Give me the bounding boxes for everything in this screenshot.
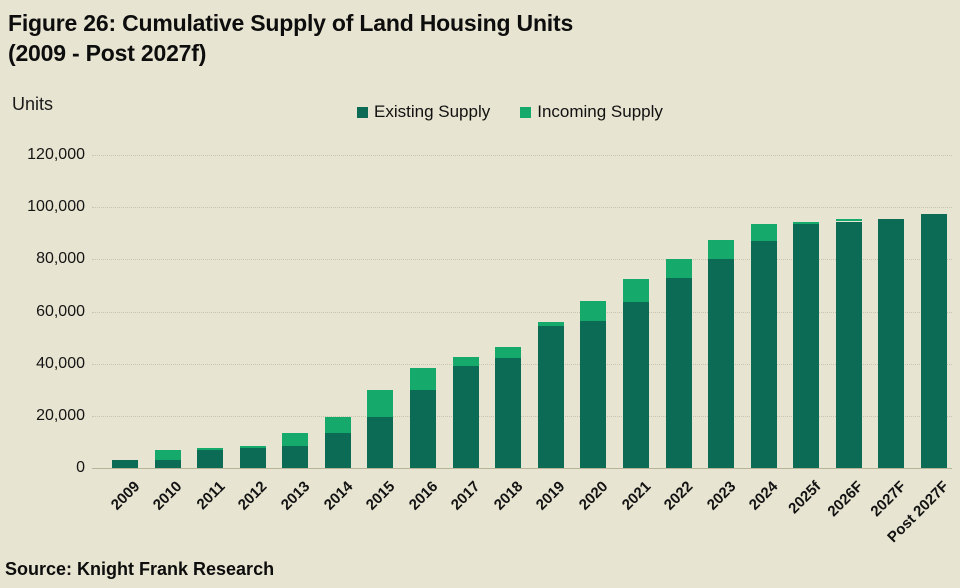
bar-2023-incoming (708, 239, 735, 260)
x-tick-label-2026f: 2026F (824, 478, 867, 521)
bar-2013-incoming (282, 432, 309, 446)
legend-item-existing-supply: Existing Supply (357, 102, 490, 122)
x-tick-label-2018: 2018 (490, 478, 527, 514)
y-tick-label-100-000: 100,000 (27, 198, 85, 216)
bar-2022-existing (665, 277, 692, 468)
bar-2011-incoming (197, 448, 224, 450)
bar-2026f-existing (835, 221, 862, 468)
x-tick-label-2011: 2011 (193, 478, 229, 514)
gridline-20-000 (92, 415, 952, 417)
x-tick-label-2015: 2015 (362, 478, 399, 514)
x-tick-label-2020: 2020 (575, 478, 612, 514)
x-tick-label-2022: 2022 (660, 478, 697, 514)
gridline-100-000 (92, 207, 952, 209)
x-tick-label-2017: 2017 (448, 478, 484, 514)
bar-2017-existing (452, 366, 479, 468)
gridline-60-000 (92, 311, 952, 313)
bar-2014-existing (324, 432, 351, 468)
bar-2012-incoming (239, 445, 266, 449)
bar-2024-incoming (750, 224, 777, 242)
legend-label-existing-supply: Existing Supply (374, 102, 491, 121)
x-tick-label-2013: 2013 (277, 478, 314, 514)
bar-2019-existing (537, 325, 564, 468)
legend-swatch-incoming-supply (520, 106, 532, 118)
y-tick-label-60-000: 60,000 (36, 302, 85, 320)
bar-2010-existing (154, 460, 181, 468)
y-tick-label-80-000: 80,000 (36, 250, 85, 268)
bar-2021-existing (622, 302, 649, 468)
bar-2009-existing (112, 460, 138, 468)
bar-2023-existing (708, 259, 735, 468)
bar-2014-incoming (324, 417, 351, 433)
y-tick-label-20-000: 20,000 (36, 406, 85, 424)
source-note: Source: Knight Frank Research (5, 559, 275, 579)
bar-2011-existing (197, 449, 224, 468)
bar-2015-existing (367, 417, 394, 468)
bar-2025f-existing (793, 224, 820, 468)
legend-label-incoming-supply: Incoming Supply (537, 102, 663, 121)
x-tick-label-2014: 2014 (320, 478, 356, 514)
bar-2021-incoming (622, 278, 649, 303)
bar-2022-incoming (665, 259, 692, 278)
bar-2025f-incoming (793, 221, 820, 225)
x-tick-label-2019: 2019 (533, 478, 569, 514)
figure-title-line2: (2009 - Post 2027f) (8, 40, 207, 66)
bar-2026f-incoming (835, 218, 862, 222)
y-axis-units-label: Units (12, 94, 54, 114)
x-tick-label-2009: 2009 (107, 478, 144, 514)
x-tick-label-2010: 2010 (149, 478, 186, 514)
bar-2012-existing (239, 448, 266, 468)
bar-2020-existing (580, 320, 607, 468)
legend-swatch-existing-supply (357, 106, 368, 118)
chart-legend: Existing Supply Incoming Supply (357, 102, 663, 122)
x-tick-label-2021: 2021 (618, 478, 654, 514)
gridline-120-000 (92, 155, 952, 156)
x-tick-label-2012: 2012 (235, 478, 271, 514)
bar-2018-existing (495, 358, 522, 468)
bar-2015-incoming (367, 389, 394, 418)
bar-2016-existing (410, 389, 437, 468)
bar-2013-existing (282, 445, 309, 468)
legend-item-incoming-supply: Incoming Supply (520, 102, 663, 122)
bar-2020-incoming (580, 301, 607, 321)
x-tick-label-2023: 2023 (703, 478, 740, 514)
figure-title-line1: Figure 26: Cumulative Supply of Land Hou… (8, 10, 574, 36)
figure-title: Figure 26: Cumulative Supply of Land Hou… (8, 8, 573, 68)
x-axis-line (92, 468, 952, 469)
x-tick-label-2025f: 2025f (785, 478, 825, 518)
y-tick-label-40-000: 40,000 (36, 354, 85, 372)
y-tick-label-120-000: 120,000 (27, 146, 85, 163)
x-tick-label-2024: 2024 (746, 478, 782, 514)
gridline-80-000 (92, 259, 952, 261)
bar-2010-incoming (154, 449, 181, 461)
y-tick-label-0: 0 (76, 459, 85, 476)
bar-post-2027f-existing (921, 213, 947, 468)
bar-2016-incoming (410, 367, 437, 390)
bar-2027f-existing (878, 218, 905, 468)
bar-2024-existing (750, 241, 777, 468)
gridline-40-000 (92, 363, 952, 365)
bar-2018-incoming (495, 346, 522, 359)
bar-2019-incoming (537, 321, 564, 326)
bar-2017-incoming (452, 357, 479, 367)
x-tick-label-2016: 2016 (405, 478, 442, 514)
